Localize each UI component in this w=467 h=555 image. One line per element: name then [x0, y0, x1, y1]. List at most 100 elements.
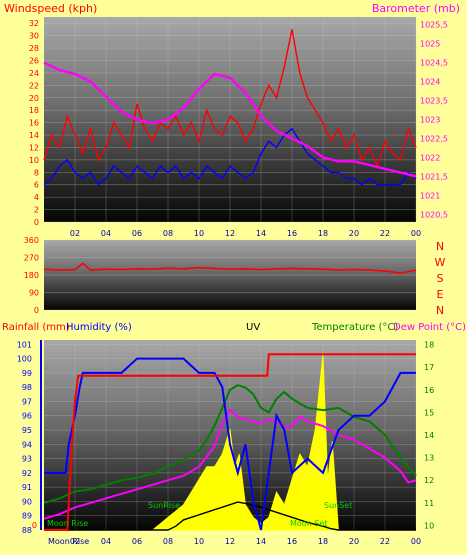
humidity-tick-label: 91	[22, 483, 32, 492]
humidity-tick-label: 101	[17, 340, 32, 349]
temperature-tick-label: 11	[424, 499, 434, 508]
windspeed-axis-label: Windspeed (kph)	[4, 2, 97, 15]
temp-series-dew-point	[43, 408, 417, 520]
wind-series-barometer	[43, 61, 417, 178]
barometer-tick-label: 1022,5	[420, 134, 448, 143]
wind-time-tick-label: 22	[380, 229, 390, 238]
direction-tick-label: 90	[29, 289, 39, 298]
humidity-tick-label: 89	[22, 512, 32, 521]
humidity-tick-label: 96	[22, 412, 32, 421]
humidity-tick-label: 88	[22, 526, 32, 535]
temperature-tick-label: 10	[424, 521, 434, 530]
wind-time-tick-label: 08	[163, 229, 173, 238]
wind-series-average	[43, 127, 417, 186]
wind-time-tick-label: 16	[287, 229, 297, 238]
wind-time-tick-label: 10	[194, 229, 204, 238]
barometer-tick-label: 1022	[420, 153, 440, 162]
dewpoint-axis-label: Dew Point (°C)	[393, 322, 466, 333]
temp-humidity-panel: Rainfall (mm) Humidity (%) UV Temperatur…	[2, 322, 466, 546]
wind-time-tick-label: 12	[225, 229, 235, 238]
windspeed-tick-label: 16	[29, 119, 39, 128]
windspeed-tick-label: 6	[34, 181, 39, 190]
compass-letter-e: E	[437, 288, 444, 301]
wind-time-tick-label: 04	[101, 229, 111, 238]
temp-time-tick-label: 16	[287, 537, 297, 546]
windspeed-tick-label: 28	[29, 44, 39, 53]
humidity-tick-label: 100	[17, 355, 32, 364]
temp-series	[43, 352, 417, 531]
humidity-tick-label: 90	[22, 497, 32, 506]
temperature-tick-label: 14	[424, 431, 434, 440]
temp-series-solar	[44, 501, 416, 531]
temp-time-tick-label: 12	[225, 537, 235, 546]
temperature-tick-label: 18	[424, 341, 434, 350]
windspeed-tick-label: 4	[34, 193, 39, 202]
temp-series-rainfall	[44, 353, 416, 531]
barometer-tick-label: 1024,5	[420, 59, 448, 68]
windspeed-tick-label: 32	[29, 19, 39, 28]
direction-tick-label: 360	[24, 236, 39, 245]
compass-letter-n-bottom: N	[436, 304, 444, 317]
moonrise-label-plot: Moon Rise	[47, 519, 88, 528]
humidity-tick-label: 97	[22, 397, 32, 406]
rainfall-zero-tick: 0	[32, 521, 37, 530]
temp-series-temperature	[43, 384, 417, 504]
humidity-tick-label: 95	[22, 426, 32, 435]
direction-tick-label: 270	[24, 254, 39, 263]
barometer-tick-label: 1024	[420, 78, 440, 87]
barometer-tick-label: 1025	[420, 40, 440, 49]
sun-moon-annotations: SunRise SunSet Moon Rise Moon Rise Moon …	[47, 501, 352, 546]
temp-time-tick-label: 04	[101, 537, 111, 546]
barometer-tick-label: 1021,5	[420, 172, 448, 181]
temp-time-tick-label: 18	[318, 537, 328, 546]
wind-series	[43, 29, 417, 186]
wind-time-ticks: 02 04 06 08 10 12 14 16 18 20 22 00	[70, 229, 421, 238]
wind-plot-area	[44, 17, 416, 222]
temp-time-tick-label: 08	[163, 537, 173, 546]
wind-grid	[44, 17, 417, 223]
windspeed-tick-label: 10	[29, 156, 39, 165]
windspeed-tick-label: 26	[29, 56, 39, 65]
barometer-tick-label: 1023	[420, 116, 440, 125]
humidity-tick-label: 93	[22, 455, 32, 464]
temperature-tick-label: 13	[424, 454, 434, 463]
sunrise-label: SunRise	[148, 501, 180, 510]
windspeed-tick-label: 8	[34, 168, 39, 177]
windspeed-tick-label: 14	[29, 131, 39, 140]
temperature-tick-label: 15	[424, 408, 434, 417]
humidity-axis-label: Humidity (%)	[66, 322, 132, 333]
compass-letter-w: W	[435, 256, 446, 269]
barometer-tick-label: 1021	[420, 191, 440, 200]
direction-series	[43, 262, 417, 274]
windspeed-tick-label: 24	[29, 69, 39, 78]
wind-time-tick-label: 14	[256, 229, 266, 238]
temp-time-tick-label: 06	[132, 537, 142, 546]
temp-time-tick-label: 22	[380, 537, 390, 546]
windspeed-tick-label: 22	[29, 81, 39, 90]
direction-ticks: 360 270 180 90 0	[24, 236, 39, 315]
compass-letters: N W S E N	[435, 240, 446, 317]
temperature-tick-label: 17	[424, 363, 434, 372]
barometer-tick-label: 1023,5	[420, 97, 448, 106]
temperature-ticks: 10 11 12 13 14 15 16 17 18	[424, 341, 434, 531]
direction-tick-label: 0	[34, 306, 39, 315]
windspeed-tick-label: 30	[29, 32, 39, 41]
windspeed-tick-label: 0	[34, 218, 39, 227]
uv-axis-label: UV	[246, 322, 260, 333]
temp-time-tick-label: 14	[256, 537, 266, 546]
wind-direction-panel: 360 270 180 90 0 N W S E N	[24, 236, 446, 317]
humidity-tick-label: 94	[22, 440, 32, 449]
barometer-ticks: 1020,5 1021 1021,5 1022 1022,5 1023 1023,5 1024…	[420, 21, 448, 220]
temperature-axis-label: Temperature (°C)	[311, 322, 398, 333]
temp-time-tick-label: 20	[349, 537, 359, 546]
humidity-tick-label: 98	[22, 383, 32, 392]
temperature-tick-label: 12	[424, 476, 434, 485]
compass-letter-s: S	[437, 272, 444, 285]
temp-series-humidity	[44, 357, 416, 531]
wind-time-tick-label: 20	[349, 229, 359, 238]
temp-time-tick-label: 10	[194, 537, 204, 546]
humidity-tick-label: 99	[22, 369, 32, 378]
barometer-tick-label: 1020,5	[420, 210, 448, 219]
wind-time-tick-label: 00	[411, 229, 421, 238]
